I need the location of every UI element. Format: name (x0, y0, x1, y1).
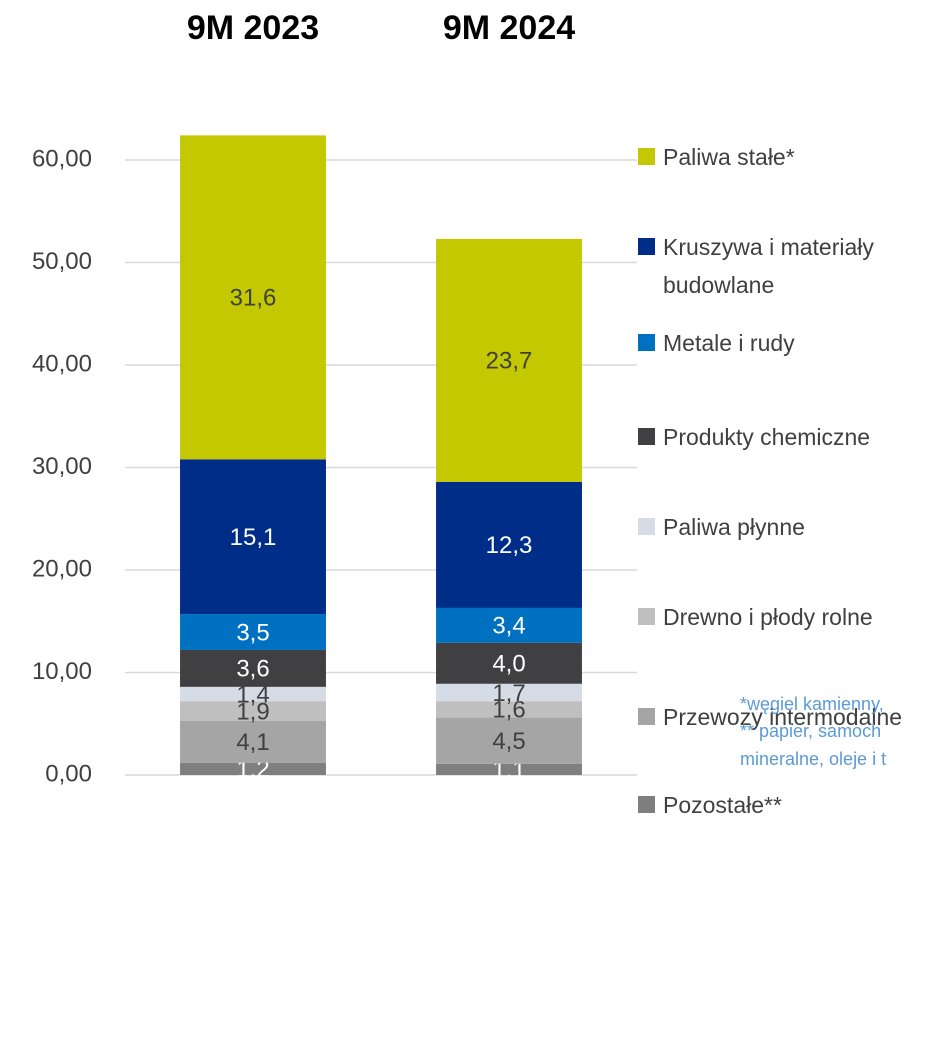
y-tick-label: 40,00 (32, 350, 92, 377)
bar-segment (436, 717, 582, 764)
legend-label: Metale i rudy (663, 330, 795, 356)
bar-segment (436, 642, 582, 684)
legend-swatch (638, 608, 655, 625)
data-label: 1,9 (236, 698, 269, 725)
bar-segment (436, 238, 582, 482)
legend-swatch (638, 334, 655, 351)
y-tick-label: 60,00 (32, 145, 92, 172)
footnote: ** papier, samoch (740, 721, 882, 741)
legend-label: Drewno i płody rolne (663, 604, 873, 630)
y-tick-label: 50,00 (32, 248, 92, 275)
legend-label: Pozostałe** (663, 792, 782, 818)
legend-item: Drewno i płody rolne (638, 598, 938, 636)
data-label: 1,6 (492, 697, 525, 724)
footnote: *węgiel kamienny, (740, 694, 884, 714)
bar-segment (436, 701, 582, 718)
legend-swatch (638, 148, 655, 165)
legend-item: Paliwa stałe* (638, 138, 938, 176)
y-tick-label: 20,00 (32, 555, 92, 582)
bar-segment (180, 614, 326, 650)
data-label: 4,1 (236, 729, 269, 756)
data-label: 3,4 (492, 613, 525, 640)
bar-segment (436, 607, 582, 643)
data-label: 3,5 (236, 619, 269, 646)
legend-item: Produkty chemiczne (638, 418, 938, 456)
bar-segment (436, 481, 582, 608)
legend-swatch (638, 518, 655, 535)
legend-item: Kruszywa i materiały budowlane (638, 228, 938, 304)
bar-segment (180, 135, 326, 460)
footnote: mineralne, oleje i t (740, 749, 887, 769)
legend-item: Pozostałe** (638, 786, 938, 824)
legend-label: Paliwa płynne (663, 514, 805, 540)
category-label: 9M 2024 (443, 9, 575, 47)
legend-label: Kruszywa i materiały budowlane (663, 234, 874, 298)
data-label: 3,6 (236, 656, 269, 683)
legend-label: Produkty chemiczne (663, 424, 871, 450)
bar-segment (180, 762, 326, 775)
legend-swatch (638, 238, 655, 255)
y-tick-label: 10,00 (32, 658, 92, 685)
y-tick-label: 30,00 (32, 453, 92, 480)
legend-label: Paliwa stałe* (663, 144, 795, 170)
data-label: 4,0 (492, 651, 525, 678)
legend-swatch (638, 796, 655, 813)
data-label: 12,3 (486, 532, 533, 559)
legend-item: Przewozy intermodalne (638, 698, 938, 736)
category-label: 9M 2023 (187, 9, 319, 47)
bar-segment (180, 649, 326, 687)
bar-segment (180, 701, 326, 721)
data-label: 23,7 (486, 348, 533, 375)
bar-segment (436, 763, 582, 775)
bar-segment (180, 686, 326, 702)
legend-label: Przewozy intermodalne (663, 704, 903, 730)
y-tick-label: 0,00 (45, 760, 92, 787)
data-label: 31,6 (230, 285, 277, 312)
data-label: 1,7 (492, 680, 525, 707)
legend-item: Paliwa płynne (638, 508, 938, 546)
data-label: 15,1 (230, 524, 277, 551)
bar-segment (180, 459, 326, 615)
bar-segment (180, 720, 326, 763)
data-label: 4,5 (492, 728, 525, 755)
legend-swatch (638, 708, 655, 725)
legend-swatch (638, 428, 655, 445)
bar-segment (436, 683, 582, 702)
legend-item: Metale i rudy (638, 324, 938, 362)
